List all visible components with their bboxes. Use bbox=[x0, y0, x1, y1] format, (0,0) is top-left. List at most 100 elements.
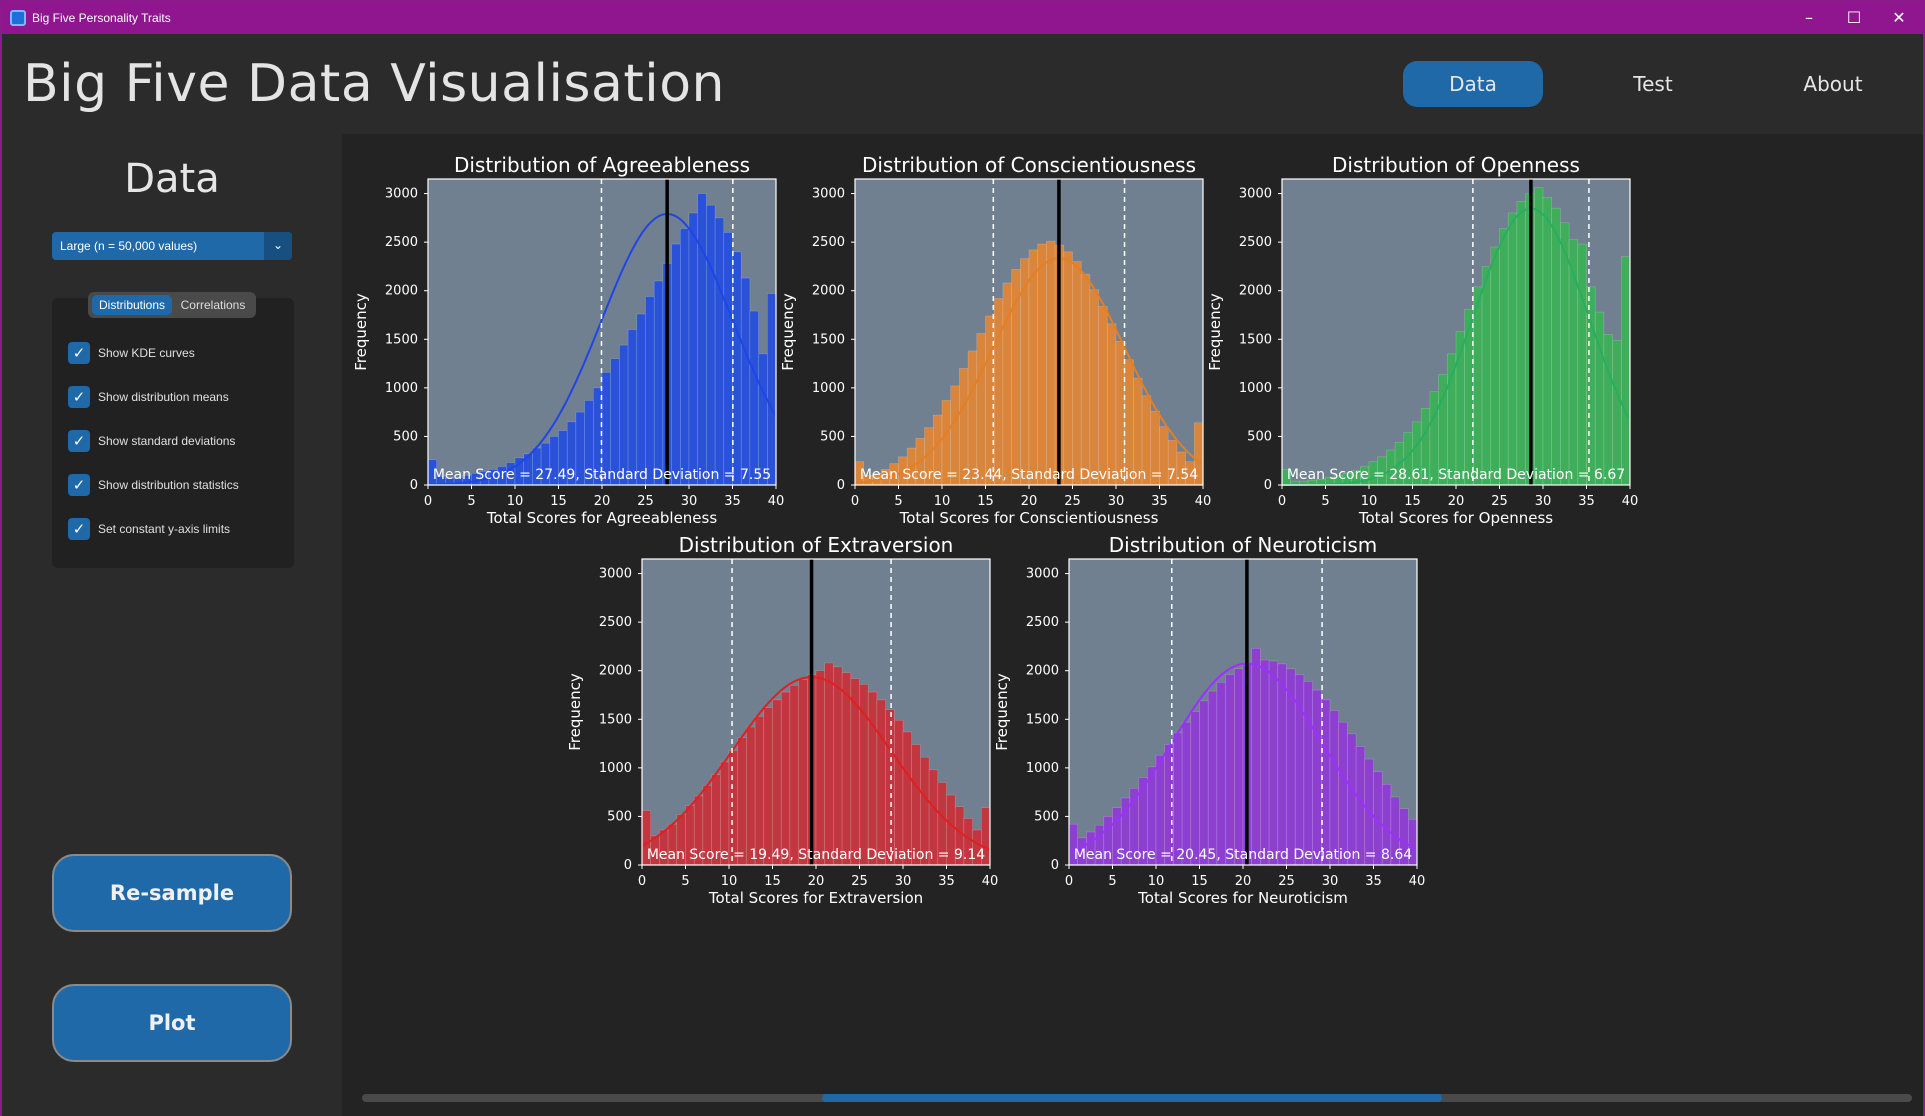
x-axis-label: Total Scores for Neuroticism bbox=[1137, 889, 1348, 907]
y-axis-label: Frequency bbox=[566, 673, 584, 751]
plot-button[interactable]: Plot bbox=[52, 984, 292, 1062]
sidebar: Data Large (n = 50,000 values) ⌄ Distrib… bbox=[2, 134, 342, 1116]
x-axis-label: Total Scores for Extraversion bbox=[708, 889, 923, 907]
page-title: Big Five Data Visualisation bbox=[23, 54, 725, 114]
histogram-bar bbox=[1490, 246, 1500, 486]
y-axis-label: Frequency bbox=[779, 293, 797, 371]
histogram-bar bbox=[766, 293, 777, 486]
x-tick-label: 0 bbox=[638, 874, 646, 889]
y-tick-label: 500 bbox=[820, 429, 845, 444]
horizontal-scrollbar[interactable] bbox=[362, 1094, 1912, 1102]
resample-button[interactable]: Re-sample bbox=[52, 854, 292, 932]
x-tick-label: 5 bbox=[894, 494, 902, 509]
histogram-bar bbox=[1507, 212, 1518, 486]
x-axis-label: Total Scores for Openness bbox=[1358, 509, 1553, 527]
histogram-bar bbox=[645, 296, 655, 486]
kde-curve bbox=[854, 257, 1204, 485]
option-label: Show distribution means bbox=[98, 390, 229, 404]
histogram-bar bbox=[671, 243, 681, 486]
y-tick-label: 2500 bbox=[812, 235, 845, 250]
histogram-chart: Distribution of Openness 0 5 10 15 20 25 30 35 40… bbox=[1206, 153, 1638, 527]
chart-title: Distribution of Conscientiousness bbox=[862, 153, 1196, 177]
nav-about-button[interactable]: About bbox=[1803, 72, 1863, 96]
histogram-bar bbox=[1063, 251, 1073, 486]
histogram-bar bbox=[1046, 240, 1056, 486]
histogram-bar bbox=[993, 298, 1004, 486]
histogram-bar bbox=[885, 709, 895, 866]
histogram-bar bbox=[1037, 243, 1047, 486]
histogram-bar bbox=[723, 232, 733, 486]
x-tick-label: 10 bbox=[721, 874, 738, 889]
nav-data-button[interactable]: Data bbox=[1403, 61, 1543, 107]
histogram-bar bbox=[1216, 682, 1226, 866]
y-axis-label: Frequency bbox=[993, 673, 1011, 751]
histogram-bar bbox=[1534, 187, 1544, 486]
chevron-down-icon[interactable]: ⌄ bbox=[264, 232, 292, 260]
y-tick-label: 1000 bbox=[385, 381, 418, 396]
histogram-bar bbox=[737, 737, 747, 866]
x-tick-label: 25 bbox=[851, 874, 868, 889]
option-label: Show standard deviations bbox=[98, 434, 236, 448]
histogram-bar bbox=[714, 217, 725, 486]
x-tick-label: 15 bbox=[764, 874, 781, 889]
checkbox-checked-icon[interactable]: ✓ bbox=[68, 518, 90, 540]
tab-distributions[interactable]: Distributions bbox=[92, 295, 172, 315]
histogram-bar bbox=[1190, 711, 1200, 866]
x-tick-label: 10 bbox=[1361, 494, 1378, 509]
y-tick-label: 3000 bbox=[599, 567, 632, 582]
nav-test-button[interactable]: Test bbox=[1633, 72, 1673, 96]
histogram-bar bbox=[763, 707, 773, 866]
x-tick-label: 40 bbox=[768, 494, 785, 509]
histogram-bar bbox=[1499, 228, 1509, 486]
x-tick-label: 40 bbox=[1195, 494, 1212, 509]
title-bar: Big Five Personality Traits – ☐ ✕ bbox=[2, 2, 1923, 34]
minimize-button[interactable]: – bbox=[1805, 8, 1813, 27]
x-tick-label: 40 bbox=[982, 874, 999, 889]
y-tick-label: 1500 bbox=[599, 712, 632, 727]
histogram-bar bbox=[1603, 334, 1613, 486]
y-tick-label: 3000 bbox=[385, 187, 418, 202]
checkbox-checked-icon[interactable]: ✓ bbox=[68, 386, 90, 408]
histogram-bar bbox=[1560, 222, 1570, 486]
close-button[interactable]: ✕ bbox=[1892, 8, 1906, 27]
checkbox-checked-icon[interactable]: ✓ bbox=[68, 474, 90, 496]
y-tick-label: 1500 bbox=[1026, 712, 1059, 727]
histogram-bar bbox=[1551, 207, 1561, 486]
x-tick-label: 0 bbox=[1065, 874, 1073, 889]
histogram-bar bbox=[1106, 323, 1117, 486]
histogram-bar bbox=[1098, 305, 1108, 486]
y-tick-label: 1000 bbox=[1026, 761, 1059, 776]
histogram-bar bbox=[619, 344, 629, 486]
histogram-bar bbox=[841, 672, 852, 866]
histogram-bar bbox=[740, 277, 751, 486]
maximize-button[interactable]: ☐ bbox=[1846, 8, 1862, 27]
sample-size-select[interactable]: Large (n = 50,000 values) ⌄ bbox=[52, 232, 292, 260]
histogram-bar bbox=[1028, 249, 1038, 486]
histogram-grid: Distribution of Agreeableness 0 5 10 15 20 25 3… bbox=[352, 153, 1638, 907]
y-tick-label: 2000 bbox=[385, 284, 418, 299]
x-tick-label: 25 bbox=[637, 494, 654, 509]
histogram-bar bbox=[1277, 663, 1287, 866]
kde-curve bbox=[1068, 662, 1418, 854]
chart-title: Distribution of Neuroticism bbox=[1109, 533, 1378, 557]
histogram-bar bbox=[824, 662, 834, 866]
plot-area: Distribution of Agreeableness 0 5 10 15 20 25 3… bbox=[342, 134, 1923, 1116]
histogram-chart: Distribution of Conscientiousness 0 5 10 15 2… bbox=[779, 153, 1211, 527]
tab-correlations[interactable]: Correlations bbox=[180, 298, 246, 312]
histogram-bar bbox=[772, 699, 782, 866]
x-tick-label: 20 bbox=[1021, 494, 1038, 509]
chart-title: Distribution of Agreeableness bbox=[454, 153, 750, 177]
stats-label: Mean Score = 28.61, Standard Deviation =… bbox=[1287, 467, 1625, 483]
x-tick-label: 5 bbox=[1321, 494, 1329, 509]
histogram-bar bbox=[867, 691, 878, 866]
scrollbar-thumb[interactable] bbox=[822, 1094, 1442, 1102]
y-tick-label: 3000 bbox=[812, 187, 845, 202]
checkbox-checked-icon[interactable]: ✓ bbox=[68, 342, 90, 364]
y-tick-label: 2000 bbox=[812, 284, 845, 299]
y-tick-label: 1000 bbox=[599, 761, 632, 776]
sample-size-value: Large (n = 50,000 values) bbox=[60, 239, 198, 253]
option-label: Show distribution statistics bbox=[98, 478, 239, 492]
x-tick-label: 35 bbox=[1365, 874, 1382, 889]
checkbox-checked-icon[interactable]: ✓ bbox=[68, 430, 90, 452]
